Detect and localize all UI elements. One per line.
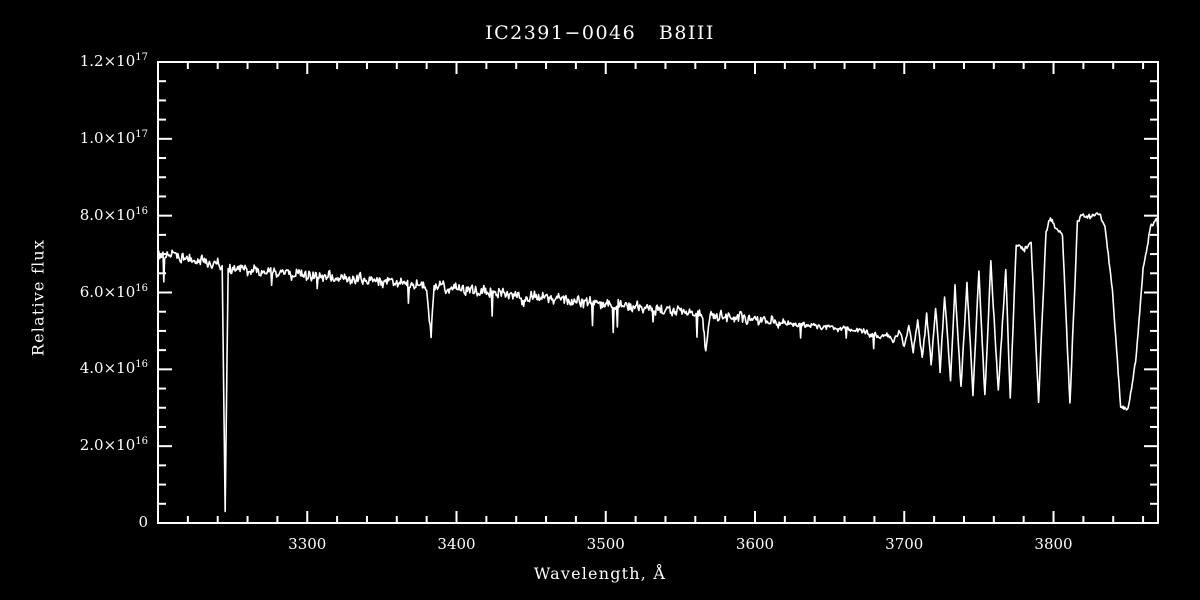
y-tick-label: 2.0×1016 <box>79 436 148 455</box>
plot-frame <box>157 61 1159 524</box>
axis-ticks <box>157 61 1158 524</box>
x-tick-label: 3800 <box>1034 535 1073 553</box>
x-tick-label: 3500 <box>586 535 625 553</box>
y-tick-label: 1.0×1017 <box>79 128 148 147</box>
y-tick-exponent: 16 <box>135 205 148 217</box>
x-tick-label: 3400 <box>437 535 476 553</box>
plot-frame-overlay <box>157 61 1159 524</box>
y-tick-exponent: 16 <box>135 436 148 448</box>
y-tick-exponent: 16 <box>135 359 148 371</box>
y-tick-label: 1.2×1017 <box>79 52 148 70</box>
page-title: IC2391−0046 B8III <box>485 22 715 44</box>
x-tick-label: 3700 <box>885 535 924 553</box>
y-tick-label: 8.0×1016 <box>79 205 148 224</box>
y-tick-label: 6.0×1016 <box>79 282 148 301</box>
x-tick-label: 3600 <box>735 535 775 553</box>
y-tick-exponent: 17 <box>135 128 148 140</box>
y-tick-label: 4.0×1016 <box>79 359 148 378</box>
x-tick-label: 3300 <box>288 535 327 553</box>
spectrum-trace <box>157 212 1159 513</box>
y-tick-exponent: 17 <box>135 52 148 63</box>
x-axis-title: Wavelength, Å <box>533 564 667 583</box>
y-tick-exponent: 16 <box>135 282 148 294</box>
y-tick-label: 0 <box>138 513 148 531</box>
